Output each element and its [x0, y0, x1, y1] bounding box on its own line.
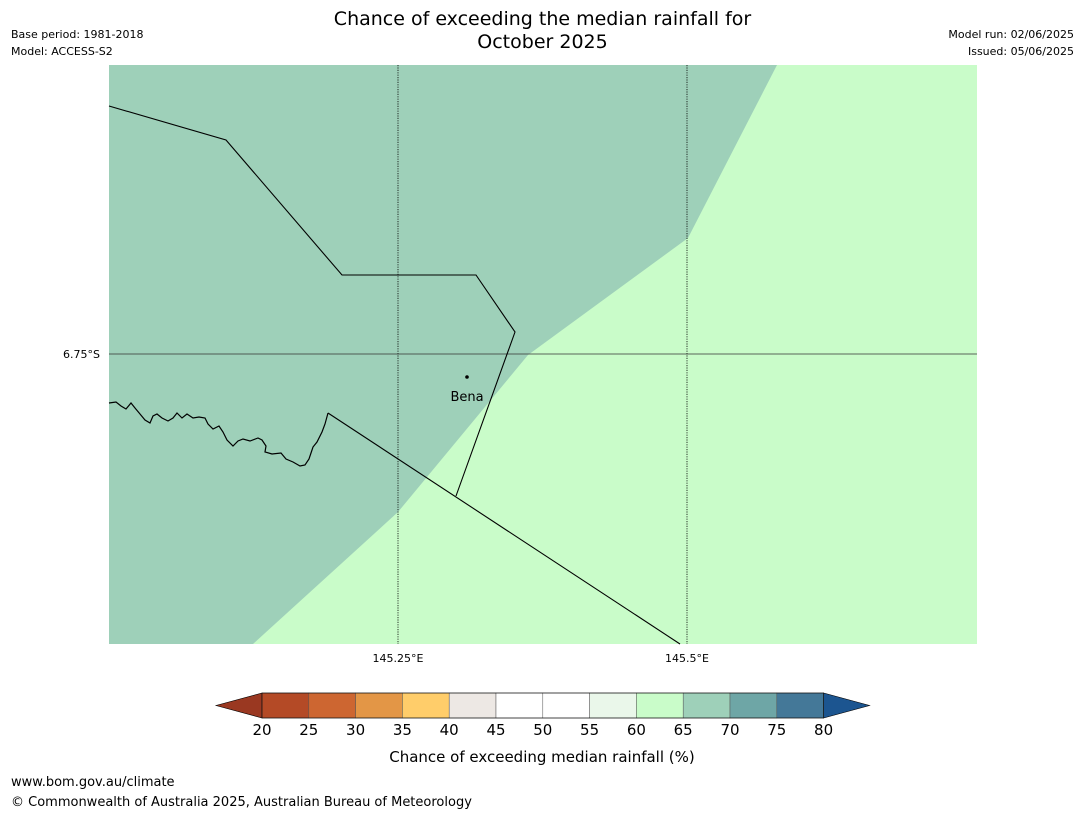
- run-info: Model run: 02/06/2025 Issued: 05/06/2025: [948, 26, 1074, 60]
- colorbar-title: Chance of exceeding median rainfall (%): [389, 748, 694, 766]
- colorbar-segment-30-35: [355, 692, 403, 719]
- colorbar-segment-45-50: [495, 692, 544, 719]
- colorbar-segment-75-80: [776, 692, 824, 719]
- longitude-label-145-5: 145.5°E: [665, 652, 709, 665]
- bena-label: Bena: [450, 390, 483, 405]
- colorbar-segment-55-60: [589, 692, 637, 719]
- footer-url: www.bom.gov.au/climate: [11, 775, 175, 790]
- colorbar-tick-40: 40: [440, 721, 459, 739]
- colorbar-tick-50: 50: [533, 721, 552, 739]
- region-65-70: [109, 65, 777, 644]
- colorbar-tick-30: 30: [346, 721, 365, 739]
- colorbar-outline: [261, 692, 824, 719]
- colorbar-tick-65: 65: [674, 721, 693, 739]
- colorbar-tick-55: 55: [580, 721, 599, 739]
- colorbar-segment-25-30: [308, 692, 356, 719]
- colorbar-extend-low: [214, 692, 263, 719]
- title-line-1: Chance of exceeding the median rainfall …: [333, 8, 752, 30]
- colorbar-tick-75: 75: [767, 721, 786, 739]
- province-boundary-north: [108, 105, 516, 497]
- colorbar-extend-high: [823, 692, 871, 719]
- bena-location-marker: [465, 375, 469, 379]
- colorbar-segment-60-65: [636, 692, 684, 719]
- colorbar-tick-70: 70: [720, 721, 739, 739]
- colorbar-segment-70-75: [729, 692, 778, 719]
- map-title: Chance of exceeding the median rainfall …: [0, 8, 1085, 54]
- longitude-label-145-25: 145.25°E: [373, 652, 424, 665]
- colorbar-tick-45: 45: [486, 721, 505, 739]
- latitude-label: 6.75°S: [63, 348, 100, 361]
- model-info: Base period: 1981-2018 Model: ACCESS-S2: [11, 26, 143, 60]
- title-line-2: October 2025: [477, 31, 608, 53]
- footer-copyright: © Commonwealth of Australia 2025, Austra…: [11, 795, 472, 810]
- coastline: [108, 401, 329, 467]
- province-boundary-south: [327, 412, 681, 645]
- colorbar-tick-80: 80: [814, 721, 833, 739]
- colorbar-segment-65-70: [682, 692, 731, 719]
- colorbar-tick-35: 35: [393, 721, 412, 739]
- colorbar-tick-20: 20: [252, 721, 271, 739]
- colorbar-legend: 20 25 30 35 40 45 50 55 60 65 70 75 80: [214, 692, 871, 739]
- base-period-text: Base period: 1981-2018: [11, 28, 144, 41]
- colorbar-segment-40-45: [448, 692, 497, 719]
- colorbar-segment-35-40: [402, 692, 450, 719]
- colorbar-segment-20-25: [261, 692, 310, 719]
- colorbar-tick-25: 25: [299, 721, 318, 739]
- colorbar-segment-50-55: [542, 692, 590, 719]
- model-run-text: Model run: 02/06/2025: [948, 28, 1074, 41]
- model-name-text: Model: ACCESS-S2: [11, 45, 113, 58]
- colorbar-tick-60: 60: [627, 721, 646, 739]
- issued-text: Issued: 05/06/2025: [967, 45, 1074, 58]
